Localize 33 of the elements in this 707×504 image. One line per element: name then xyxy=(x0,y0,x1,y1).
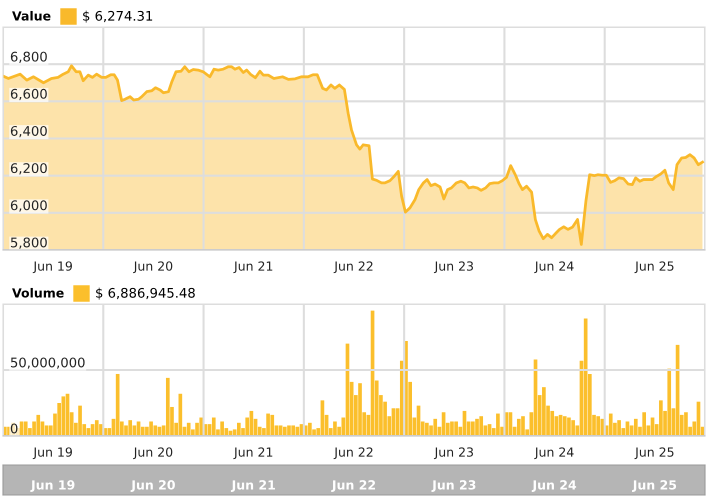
x-tick-label: Jun 19 xyxy=(32,447,72,460)
y-tick-label: 6,800 xyxy=(10,52,47,63)
x-tick-label: Jun 21 xyxy=(233,261,272,274)
x-tick-label: Jun 23 xyxy=(434,447,473,460)
text: Jun 19 xyxy=(30,480,74,492)
x-tick-label: Jun 24 xyxy=(534,261,574,274)
x-tick-label: Jun 22 xyxy=(334,447,372,460)
x-tick-label: Jun 25 xyxy=(634,447,674,460)
text: Jun 24 xyxy=(532,480,576,492)
y-tick-label: 0 xyxy=(10,423,18,434)
x-tick-label: Jun 19 xyxy=(32,261,72,274)
legend-title: Volume xyxy=(12,288,64,298)
x-tick-label: Jun 21 xyxy=(233,447,272,460)
y-tick-label: 50,000,000 xyxy=(10,357,85,369)
y-tick-label: 6,200 xyxy=(10,163,47,174)
text: Jun 22 xyxy=(331,480,376,492)
text: Jun 25 xyxy=(632,480,676,492)
y-tick-label: 6,400 xyxy=(10,126,47,138)
legend-title: Value xyxy=(12,10,50,21)
x-tick-label: Jun 20 xyxy=(133,447,172,460)
text: Jun 21 xyxy=(230,480,275,492)
text: Jun 20 xyxy=(130,480,175,492)
x-tick-label: Jun 22 xyxy=(334,261,372,274)
text: Jun 23 xyxy=(431,480,476,492)
x-tick-label: Jun 25 xyxy=(634,261,674,274)
legend-label: $ 6,886,945.48 xyxy=(96,288,195,300)
x-tick-label: Jun 24 xyxy=(534,447,574,460)
x-tick-label: Jun 20 xyxy=(133,261,172,274)
y-tick-label: 6,000 xyxy=(10,200,47,212)
x-tick-label: Jun 23 xyxy=(434,261,473,274)
y-tick-label: 5,800 xyxy=(10,237,47,249)
legend-label: $ 6,274.31 xyxy=(83,10,152,23)
y-tick-label: 6,600 xyxy=(10,88,47,100)
